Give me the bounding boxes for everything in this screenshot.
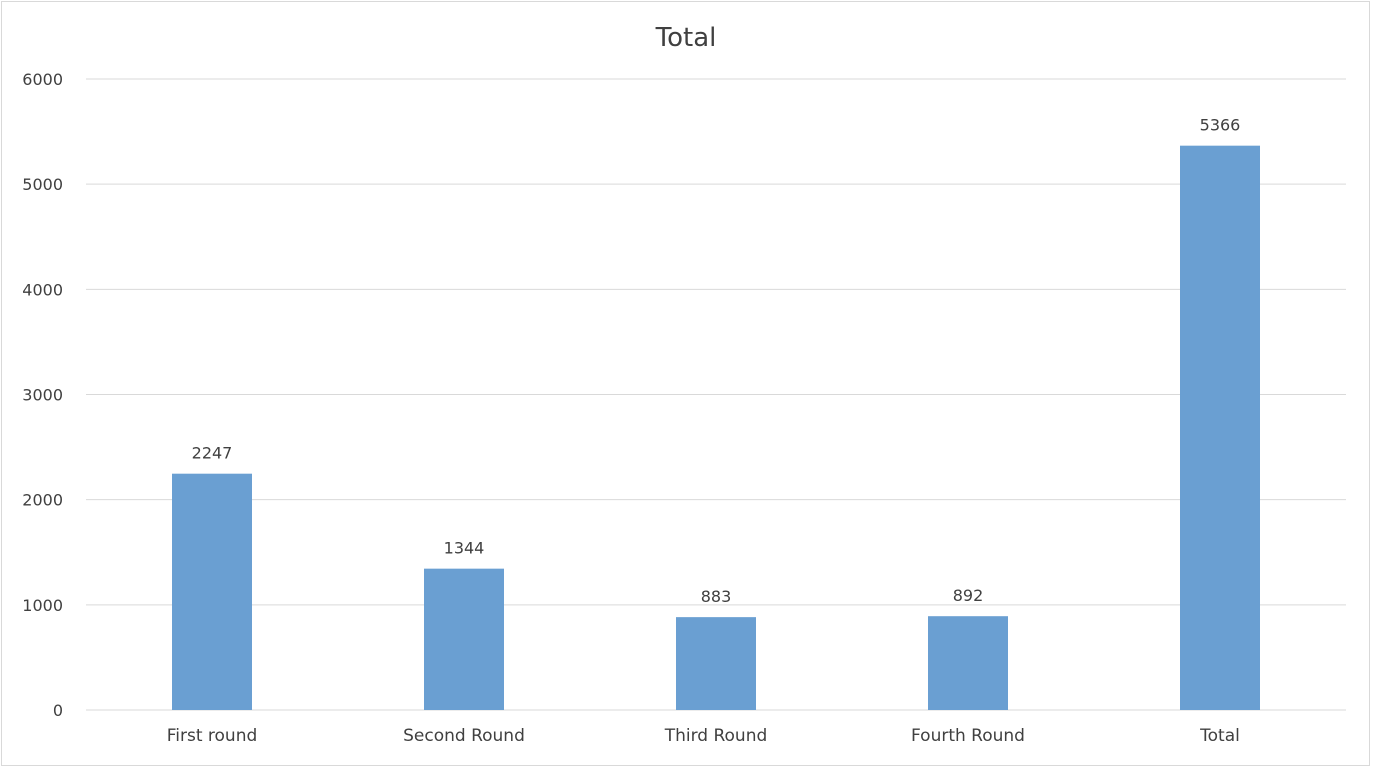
bars [172, 145, 1260, 710]
y-tick-label: 5000 [22, 175, 63, 194]
y-tick-label: 0 [53, 701, 63, 720]
x-category-label: Fourth Round [911, 726, 1025, 746]
chart-title: Total [655, 23, 717, 53]
gridlines [86, 78, 1346, 711]
y-tick-label: 3000 [22, 386, 63, 405]
data-label: 5366 [1200, 116, 1241, 135]
x-category-label: Third Round [664, 726, 768, 746]
data-labels: 2247 1344 883 892 5366 [192, 116, 1241, 606]
y-tick-label: 1000 [22, 596, 63, 615]
y-tick-label: 4000 [22, 280, 63, 299]
x-category-label: Second Round [403, 726, 525, 746]
y-tick-label: 2000 [22, 491, 63, 510]
bar [928, 616, 1008, 710]
data-label: 892 [953, 586, 984, 605]
x-axis-category-labels: First round Second Round Third Round Fourth… [167, 726, 1240, 746]
y-axis-tick-labels: 0 1000 2000 3000 4000 5000 6000 [22, 70, 63, 720]
bar [676, 617, 756, 710]
data-label: 1344 [444, 539, 485, 558]
y-tick-label: 6000 [22, 70, 63, 89]
data-label: 883 [701, 587, 732, 606]
x-category-label: First round [167, 726, 258, 746]
data-label: 2247 [192, 444, 233, 463]
bar [172, 473, 252, 710]
x-category-label: Total [1199, 726, 1240, 746]
bar [424, 568, 504, 710]
bar [1180, 145, 1260, 710]
